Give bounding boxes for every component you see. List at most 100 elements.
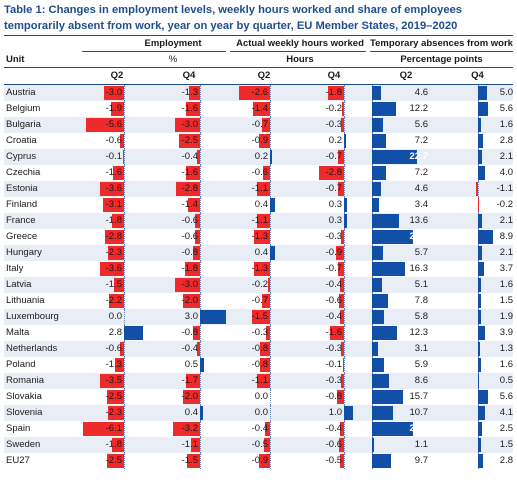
cell-value: -0.1 [325,359,342,370]
negative-bar [172,422,200,436]
cell-value: 4.6 [414,87,428,98]
cell-value: -1.5 [105,279,122,290]
positive-bar [372,422,414,436]
emp-q2-cell: -3.6 [82,181,152,197]
zero-axis [124,197,126,213]
negative-bar [185,374,200,388]
cell-value: -0.6 [325,295,342,306]
emp-q4-cell: 0.4 [152,405,226,421]
emp-q2-cell: -1.8 [82,213,152,229]
table-row: Czechia -1.6 -1.6 -0.6 -2.8 7.2 4.0 [4,165,513,181]
negative-bar [103,86,124,100]
zero-axis [270,453,272,469]
abs-q4-cell: 4.0 [442,165,513,181]
negative-bar [196,342,200,356]
negative-bar [99,262,124,276]
emp-q4-cell: -3.2 [152,421,226,437]
emp-q2-cell: -3.5 [82,373,152,389]
emp-q4-cell: -0.8 [152,245,226,261]
cell-value: 10.7 [409,407,429,418]
cell-value: -2.5 [105,455,122,466]
cell-value: -0.8 [181,247,198,258]
table-row: Italy -3.6 -1.8 -1.3 -0.7 16.3 3.7 [4,261,513,277]
cell-value: -0.7 [325,263,342,274]
zero-axis [344,277,346,293]
hours-unit: Hours [286,54,314,65]
negative-bar [252,310,270,324]
cell-value: 1.0 [328,407,342,418]
zero-axis [344,117,346,133]
cell-value: 1.5 [499,295,513,306]
emp-q2-cell: -2.3 [82,245,152,261]
zero-axis [270,293,272,309]
table-row: Slovenia -2.3 0.4 0.0 1.0 10.7 4.1 [4,405,513,421]
zero-axis [200,213,202,229]
zero-axis [344,85,346,101]
zero-axis [270,389,272,405]
cell-value: -6.1 [105,423,122,434]
negative-bar [341,374,344,388]
negative-bar [335,246,344,260]
emp-q4-cell: -2.5 [152,133,226,149]
cell-value: 0.2 [328,135,342,146]
cell-value: 1.6 [499,279,513,290]
hrs-q2-cell: 0.2 [230,149,298,165]
zero-axis [270,405,272,421]
positive-bar [372,166,387,180]
data-table: Employment Actual weekly hours worked Te… [4,35,513,469]
zero-axis [200,245,202,261]
hrs-q4-cell: -0.7 [298,149,370,165]
hrs-q4-cell: -0.9 [298,245,370,261]
zero-axis [270,357,272,373]
zero-axis [344,245,346,261]
table-row: Croatia -0.6 -2.5 -0.9 0.2 7.2 2.8 [4,133,513,149]
positive-bar [200,310,226,324]
zero-axis [270,373,272,389]
zero-axis [344,453,346,469]
cell-value: 2.8 [499,135,513,146]
table-row: Luxembourg 0.0 3.0 -1.5 -0.4 5.8 1.9 [4,309,513,325]
table-row: Greece -2.8 -0.6 -1.3 -0.3 20.3 8.9 [4,229,513,245]
negative-bar [190,438,200,452]
cell-value: -1.1 [251,375,268,386]
negative-bar [342,102,344,116]
negative-bar [188,86,200,100]
zero-axis [200,85,202,101]
units-divider [4,67,513,68]
abs-q2-cell: 1.1 [370,437,442,453]
negative-bar [100,374,124,388]
hrs-q2-cell: 0.4 [230,197,298,213]
row-unit-label: Greece [6,231,38,242]
abs-q4-cell: -1.1 [442,181,513,197]
cell-value: 2.8 [108,327,122,338]
cell-value: -1.7 [181,375,198,386]
negative-bar [115,358,124,372]
negative-bar [340,278,344,292]
hrs-q4-cell: -0.4 [298,309,370,325]
header-row-groups: Employment Actual weekly hours worked Te… [4,35,513,52]
negative-bar [176,182,200,196]
positive-bar [478,438,481,452]
emp-q4-cell: 3.0 [152,309,226,325]
negative-bar [318,166,344,180]
row-unit-label: Austria [6,87,36,98]
emp-q4-header: Q4 [182,70,196,81]
zero-axis [124,101,126,117]
negative-bar [476,182,478,196]
negative-bar [187,454,200,468]
hrs-q2-cell: -0.8 [230,341,298,357]
negative-bar [338,438,344,452]
hrs-q4-cell: -0.4 [298,421,370,437]
positive-bar [372,150,418,164]
cell-value: -3.0 [181,119,198,130]
cell-value: -0.6 [105,135,122,146]
header-row-units: Unit % Hours Percentage points [4,52,513,68]
negative-bar [340,310,344,324]
emp-q2-cell: -3.6 [82,261,152,277]
row-unit-label: Netherlands [6,343,58,354]
cell-value: 0.3 [328,215,342,226]
negative-bar [183,294,200,308]
cell-value: 3.9 [499,327,513,338]
cell-value: 12.3 [409,327,429,338]
hrs-q2-cell: -1.1 [230,213,298,229]
